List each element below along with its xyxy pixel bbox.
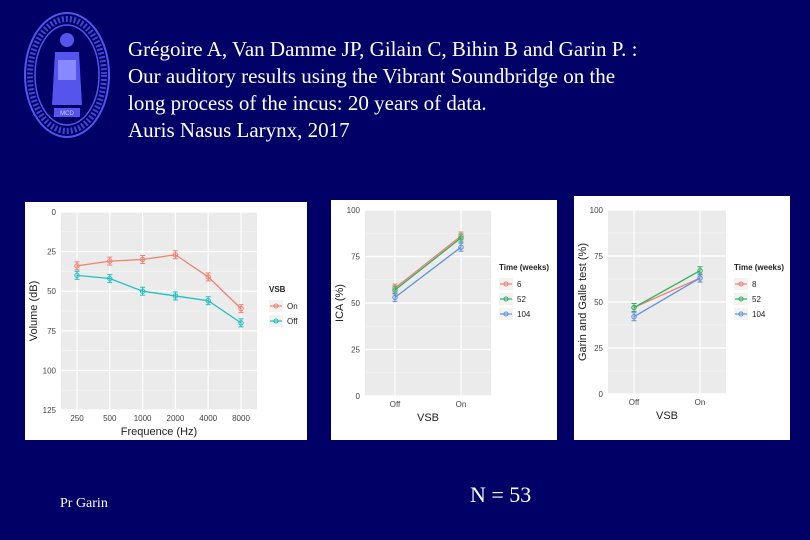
citation: Grégoire A, Van Damme JP, Gilain C, Bihi…	[128, 36, 788, 144]
series-line	[76, 274, 242, 324]
data-point	[458, 235, 464, 241]
x-tick-label: On	[695, 398, 706, 407]
y-axis-title: ICA (%)	[334, 284, 346, 322]
data-point	[238, 320, 244, 326]
legend-entry: 52	[517, 295, 526, 304]
series-line	[394, 237, 462, 291]
legend-marker	[738, 296, 744, 302]
x-tick-label: 500	[103, 414, 117, 423]
y-tick-label: 100	[347, 206, 361, 215]
data-point	[238, 305, 244, 312]
data-point	[392, 287, 398, 293]
data-point	[107, 258, 113, 264]
data-point	[392, 294, 398, 301]
author-label: Pr Garin	[60, 496, 108, 511]
y-axis-title: Garin and Galle test (%)	[577, 243, 589, 361]
data-point	[107, 275, 113, 282]
series-line	[633, 277, 701, 318]
citation-line-3: long process of the incus: 20 years of d…	[128, 91, 487, 115]
legend-marker	[738, 311, 744, 317]
x-axis-title: VSB	[656, 410, 678, 422]
y-tick-label: 0	[52, 208, 57, 217]
data-point	[205, 274, 211, 280]
chart-panel-garin-galle: 0 25 50 75 100 Off On VSB Garin and Galle test (…	[574, 196, 790, 440]
data-point	[631, 314, 637, 320]
legend-entry: 104	[517, 310, 531, 319]
data-point	[172, 252, 179, 258]
data-point	[205, 298, 211, 304]
y-tick-label: 100	[590, 206, 604, 215]
legend-marker	[273, 318, 279, 324]
y-tick-label: 125	[43, 406, 57, 415]
x-axis-title: Frequence (Hz)	[121, 426, 197, 438]
data-point	[74, 263, 80, 269]
legend-marker	[273, 303, 279, 309]
y-tick-label: 0	[599, 390, 604, 399]
y-tick-label: 25	[594, 344, 603, 353]
citation-line-4: Auris Nasus Larynx, 2017	[128, 118, 350, 142]
legend-title: Time (weeks)	[499, 263, 549, 272]
data-point	[139, 288, 146, 294]
legend-entry: Off	[287, 317, 298, 326]
series-line	[76, 254, 242, 310]
data-point	[74, 272, 80, 279]
data-point	[139, 256, 146, 263]
seal-band-text: MCD	[60, 111, 74, 117]
series-line	[633, 277, 701, 309]
y-tick-label: 75	[594, 252, 603, 261]
legend-marker	[738, 281, 744, 287]
legend-marker	[503, 296, 509, 302]
series-line	[394, 235, 462, 289]
legend-title: Time (weeks)	[734, 263, 784, 272]
x-tick-label: 4000	[199, 414, 217, 423]
legend-entry: 8	[752, 280, 757, 289]
legend-marker	[503, 311, 509, 317]
y-tick-label: 25	[351, 346, 360, 355]
citation-line-2: Our auditory results using the Vibrant S…	[128, 64, 616, 88]
x-tick-label: 1000	[134, 414, 152, 423]
university-seal-icon: MCD	[24, 12, 110, 138]
data-point	[458, 244, 464, 250]
data-point	[631, 304, 637, 311]
y-axis-title: Volume (dB)	[28, 281, 40, 342]
x-tick-label: 250	[70, 414, 84, 423]
y-tick-label: 25	[47, 248, 56, 257]
sample-size-label: N = 53	[470, 482, 532, 507]
x-tick-label: 8000	[232, 414, 250, 423]
series-line	[394, 246, 462, 298]
chart-panel-ica: 0 25 50 75 100 Off On VSB ICA (%) Time (weeks) 6 52…	[331, 200, 557, 440]
ica-line-chart: 0 25 50 75 100 Off On VSB ICA (%) Time (weeks) 6 52…	[334, 206, 549, 424]
data-point	[697, 275, 703, 281]
y-tick-label: 50	[351, 299, 360, 308]
legend-marker	[503, 281, 509, 287]
y-tick-label: 50	[594, 298, 603, 307]
y-tick-label: 50	[47, 287, 56, 296]
garin-galle-line-chart: 0 25 50 75 100 Off On VSB Garin and Galle test (…	[577, 206, 784, 422]
legend-entry: On	[287, 302, 298, 311]
y-tick-label: 75	[351, 253, 360, 262]
legend-title: VSB	[269, 285, 286, 294]
frequency-line-chart: 0 25 50 75 100 125 250 500 1000 2000 4000 8000 Frequ…	[28, 208, 298, 438]
x-tick-label: Off	[390, 400, 401, 409]
y-tick-label: 0	[356, 392, 361, 401]
legend-entry: 52	[752, 295, 761, 304]
x-tick-label: On	[456, 400, 467, 409]
citation-line-1: Grégoire A, Van Damme JP, Gilain C, Bihi…	[128, 37, 638, 61]
x-tick-label: 2000	[167, 414, 185, 423]
x-axis-title: VSB	[417, 412, 439, 424]
x-tick-label: Off	[629, 398, 640, 407]
y-tick-label: 75	[47, 327, 56, 336]
chart-panel-frequency: 0 25 50 75 100 125 250 500 1000 2000 4000 8000 Frequ…	[25, 202, 307, 440]
data-point	[172, 293, 179, 299]
data-point	[697, 268, 703, 274]
legend-entry: 104	[752, 310, 766, 319]
legend-entry: 6	[517, 280, 522, 289]
series-line	[633, 270, 701, 309]
y-tick-label: 100	[43, 366, 57, 375]
